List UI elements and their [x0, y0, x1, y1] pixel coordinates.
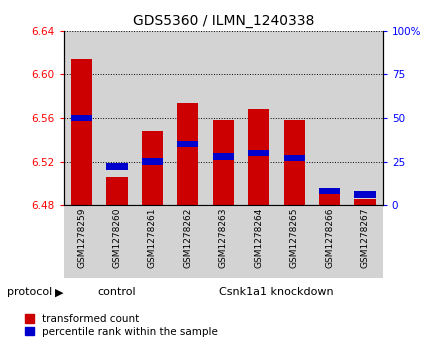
Bar	[276, 31, 312, 205]
Text: control: control	[98, 287, 136, 297]
Bar	[347, 205, 383, 278]
Bar	[347, 31, 383, 205]
Bar	[106, 177, 128, 205]
Bar	[170, 31, 205, 205]
Bar	[142, 158, 163, 165]
Legend: transformed count, percentile rank within the sample: transformed count, percentile rank withi…	[22, 312, 220, 339]
Bar	[177, 103, 198, 205]
Bar	[248, 109, 269, 205]
Bar	[213, 120, 234, 205]
Bar	[177, 141, 198, 147]
Bar	[135, 205, 170, 278]
Text: ▶: ▶	[55, 287, 63, 297]
Bar	[248, 150, 269, 156]
Bar	[241, 31, 276, 205]
Bar	[71, 115, 92, 121]
Bar	[355, 191, 376, 198]
Bar	[135, 31, 170, 205]
Text: GSM1278264: GSM1278264	[254, 207, 263, 268]
Bar	[241, 205, 276, 278]
Bar	[142, 131, 163, 205]
Bar	[205, 31, 241, 205]
Bar	[319, 188, 340, 195]
Bar	[312, 31, 347, 205]
Text: GSM1278262: GSM1278262	[183, 207, 192, 268]
Bar	[283, 155, 305, 161]
Text: GSM1278265: GSM1278265	[290, 207, 299, 268]
Bar	[283, 120, 305, 205]
Text: GSM1278263: GSM1278263	[219, 207, 228, 268]
Text: GSM1278261: GSM1278261	[148, 207, 157, 268]
Bar	[319, 192, 340, 205]
Bar	[312, 205, 347, 278]
Text: GSM1278266: GSM1278266	[325, 207, 334, 268]
Bar	[276, 205, 312, 278]
Bar	[71, 59, 92, 205]
Bar	[106, 163, 128, 170]
Bar	[205, 205, 241, 278]
Title: GDS5360 / ILMN_1240338: GDS5360 / ILMN_1240338	[132, 15, 314, 28]
Text: protocol: protocol	[7, 287, 52, 297]
Bar	[99, 205, 135, 278]
Text: GSM1278260: GSM1278260	[113, 207, 121, 268]
Bar	[213, 153, 234, 160]
Bar	[64, 205, 99, 278]
Bar	[64, 31, 99, 205]
Bar	[170, 205, 205, 278]
Text: Csnk1a1 knockdown: Csnk1a1 knockdown	[219, 287, 334, 297]
Bar	[355, 199, 376, 205]
Bar	[99, 31, 135, 205]
Text: GSM1278267: GSM1278267	[360, 207, 370, 268]
Text: GSM1278259: GSM1278259	[77, 207, 86, 268]
